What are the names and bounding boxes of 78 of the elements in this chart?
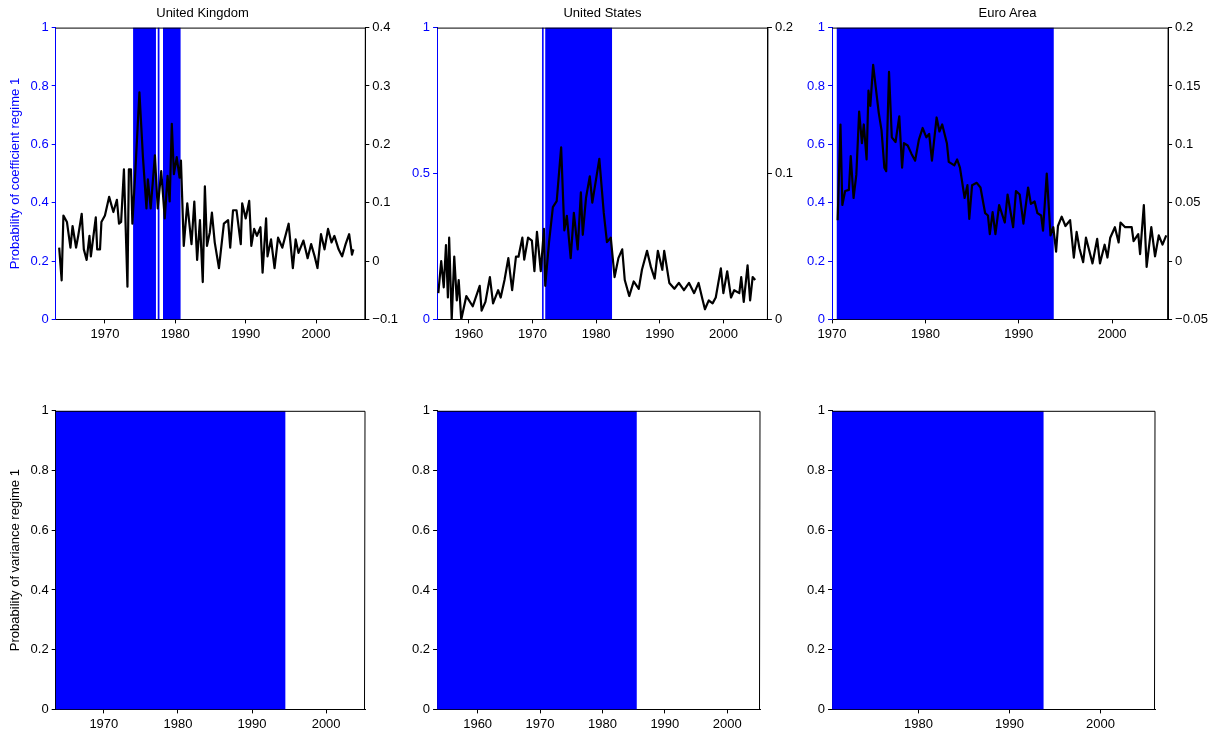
x-tick-label: 1990 [231, 325, 261, 341]
x-tick-label: 1970 [518, 325, 547, 341]
y-tick-label: 0.2 [30, 252, 49, 268]
x-tick-label: 1980 [910, 325, 940, 341]
x-tick-label: 1980 [163, 715, 193, 731]
y2-tick-label: −0.05 [1175, 310, 1209, 326]
x-tick-label: 1990 [237, 715, 267, 731]
x-tick-label: 1980 [587, 715, 617, 731]
y-tick-label: 0.5 [411, 165, 431, 181]
y2-tick-label: 0.1 [1175, 135, 1194, 151]
y-tick-label: 0.8 [411, 462, 431, 478]
x-tick-label: 2000 [708, 325, 738, 341]
chart-title: United Kingdom [156, 5, 249, 21]
y-tick-label: 0 [817, 700, 826, 716]
y2-tick-label: 0 [372, 252, 380, 268]
y-tick-label: 0.4 [806, 581, 826, 597]
y-tick-label: 1 [817, 19, 826, 35]
y-tick-label: 0.6 [806, 135, 826, 151]
chart-title: Euro Area [978, 5, 1038, 21]
y-tick-label: 0.8 [30, 77, 49, 93]
y-tick-label: 0.4 [411, 581, 431, 597]
y-axis-title: Probability of variance regime 1 [7, 469, 23, 652]
y-tick-label: 0.6 [411, 521, 431, 537]
x-tick-label: 1960 [463, 715, 493, 731]
y-tick-label: 0.6 [806, 521, 826, 537]
x-tick-label: 1970 [90, 325, 120, 341]
y-tick-label: 0 [422, 700, 431, 716]
x-tick-label: 1980 [160, 325, 190, 341]
y-tick-label: 0.2 [806, 252, 826, 268]
y-tick-label: 0.2 [30, 641, 49, 657]
y-tick-label: 0.8 [806, 77, 826, 93]
y2-tick-label: 0.2 [774, 19, 794, 35]
x-tick-label: 1970 [525, 715, 555, 731]
y2-tick-label: 0.2 [1175, 19, 1194, 35]
y2-tick-label: 0 [774, 310, 783, 326]
y2-tick-label: 0.3 [372, 77, 391, 93]
y-tick-label: 1 [41, 19, 49, 35]
x-tick-label: 2000 [1085, 715, 1115, 731]
y-tick-label: 0 [817, 310, 826, 326]
y-tick-label: 0 [41, 310, 49, 326]
y-axis-title: Probability of coefficient regime 1 [7, 77, 23, 270]
x-tick-label: 1970 [817, 325, 847, 341]
y-tick-label: 0 [422, 310, 431, 326]
y-tick-label: 0.6 [30, 135, 49, 151]
y2-tick-label: −0.1 [372, 310, 399, 326]
y2-tick-label: 0.4 [372, 19, 391, 35]
y2-tick-label: 0 [1175, 252, 1183, 268]
y2-tick-label: 0.2 [372, 135, 391, 151]
x-tick-label: 1980 [581, 325, 611, 341]
y-tick-label: 0.4 [30, 581, 49, 597]
y-tick-label: 0.8 [30, 462, 49, 478]
x-tick-label: 1990 [645, 325, 675, 341]
y-tick-label: 0.6 [30, 521, 49, 537]
y-tick-label: 0 [41, 700, 49, 716]
x-tick-label: 2000 [311, 715, 341, 731]
x-tick-label: 2000 [712, 715, 742, 731]
x-tick-label: 1980 [904, 715, 933, 731]
x-tick-label: 2000 [301, 325, 331, 341]
y-tick-label: 0.2 [806, 641, 826, 657]
y2-tick-label: 0.1 [774, 165, 794, 181]
x-tick-label: 1960 [454, 325, 484, 341]
y-tick-label: 0.2 [411, 641, 431, 657]
y2-tick-label: 0.15 [1175, 77, 1201, 93]
y-tick-label: 1 [817, 402, 826, 418]
y-tick-label: 0.8 [806, 462, 826, 478]
chart-title: United States [563, 5, 643, 21]
x-tick-label: 1990 [1004, 325, 1034, 341]
y-tick-label: 0.4 [806, 194, 826, 210]
y2-tick-label: 0.1 [372, 194, 391, 210]
y2-tick-label: 0.05 [1175, 194, 1201, 210]
y-tick-label: 0.4 [30, 194, 49, 210]
y-tick-label: 1 [422, 402, 431, 418]
y-tick-label: 1 [41, 402, 49, 418]
y-tick-label: 1 [422, 19, 431, 35]
x-tick-label: 1990 [650, 715, 680, 731]
x-tick-label: 2000 [1097, 325, 1127, 341]
x-tick-label: 1990 [994, 715, 1024, 731]
x-tick-label: 1970 [89, 715, 119, 731]
